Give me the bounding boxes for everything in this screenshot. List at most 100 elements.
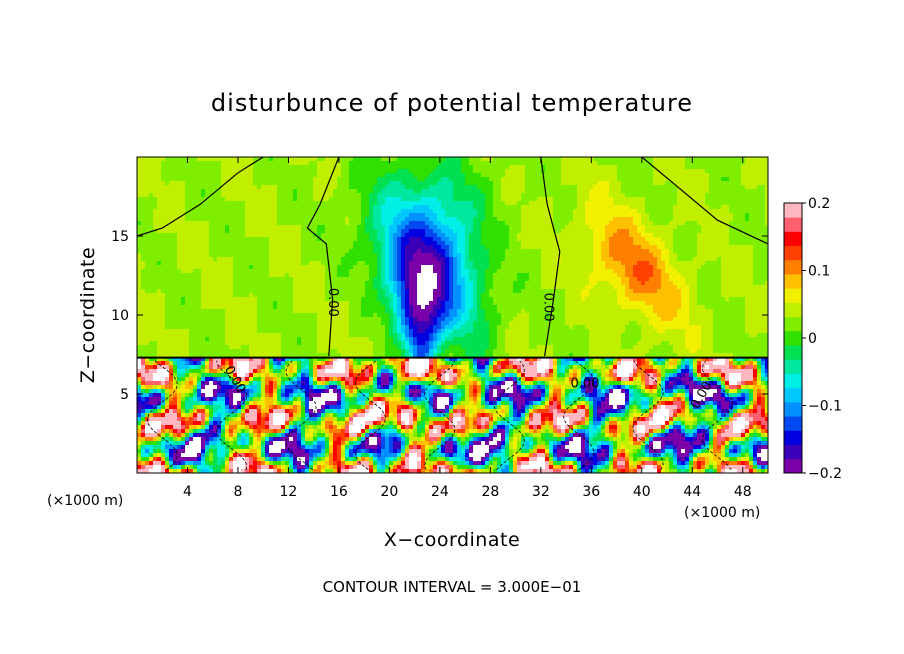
heatmap-cell (205, 157, 210, 162)
heatmap-cell (581, 273, 586, 278)
heatmap-cell (373, 209, 378, 214)
heatmap-cell (721, 181, 726, 186)
heatmap-cell (645, 189, 650, 194)
heatmap-cell (169, 177, 174, 182)
heatmap-cell (209, 237, 214, 242)
heatmap-cell (341, 221, 346, 226)
heatmap-cell (181, 245, 186, 250)
heatmap-cell (305, 281, 310, 286)
heatmap-cell (333, 229, 338, 234)
heatmap-cell (505, 205, 510, 210)
heatmap-cell (241, 281, 246, 286)
heatmap-cell (765, 257, 768, 262)
heatmap-cell (729, 193, 734, 198)
heatmap-cell (517, 181, 522, 186)
heatmap-cell (737, 213, 742, 218)
heatmap-cell (557, 233, 562, 238)
heatmap-cell (577, 237, 582, 242)
heatmap-cell (205, 273, 210, 278)
heatmap-cell (661, 213, 666, 218)
heatmap-cell (725, 157, 730, 162)
heatmap-cell (489, 245, 494, 250)
heatmap-cell (365, 257, 370, 262)
heatmap-cell (141, 269, 146, 274)
heatmap-cell (269, 281, 274, 286)
heatmap-cell (761, 165, 766, 170)
heatmap-cell (485, 185, 490, 190)
heatmap-cell (765, 209, 768, 214)
heatmap-cell (349, 169, 354, 174)
heatmap-cell (489, 165, 494, 170)
heatmap-cell (501, 217, 506, 222)
heatmap-cell (237, 237, 242, 242)
heatmap-cell (529, 197, 534, 202)
heatmap-cell (401, 221, 406, 226)
heatmap-cell (277, 241, 282, 246)
heatmap-cell (285, 253, 290, 258)
heatmap-cell (565, 193, 570, 198)
heatmap-cell (765, 225, 768, 230)
heatmap-cell (401, 273, 406, 278)
heatmap-cell (565, 205, 570, 210)
heatmap-cell (173, 177, 178, 182)
heatmap-cell (749, 261, 754, 266)
heatmap-cell (401, 157, 406, 162)
heatmap-cell (301, 185, 306, 190)
heatmap-cell (717, 221, 722, 226)
heatmap-cell (433, 205, 438, 210)
heatmap-cell (421, 265, 426, 270)
heatmap-cell (269, 165, 274, 170)
heatmap-cell (157, 249, 162, 254)
heatmap-cell (749, 237, 754, 242)
heatmap-cell (649, 261, 654, 266)
heatmap-cell (445, 181, 450, 186)
heatmap-cell (185, 261, 190, 266)
heatmap-cell (461, 205, 466, 210)
heatmap-cell (341, 185, 346, 190)
heatmap-cell (205, 233, 210, 238)
heatmap-cell (433, 213, 438, 218)
heatmap-cell (441, 273, 446, 278)
heatmap-cell (513, 197, 518, 202)
heatmap-cell (717, 225, 722, 230)
heatmap-cell (621, 257, 626, 262)
heatmap-cell (745, 213, 750, 218)
heatmap-cell (165, 185, 170, 190)
heatmap-cell (669, 221, 674, 226)
heatmap-cell (329, 177, 334, 182)
heatmap-cell (641, 265, 646, 270)
heatmap-cell (369, 257, 374, 262)
heatmap-cell (385, 273, 390, 278)
heatmap-cell (569, 261, 574, 266)
heatmap-cell (193, 249, 198, 254)
heatmap-cell (553, 205, 558, 210)
heatmap-cell (621, 229, 626, 234)
heatmap-cell (405, 185, 410, 190)
heatmap-cell (213, 249, 218, 254)
heatmap-cell (433, 233, 438, 238)
heatmap-cell (165, 201, 170, 206)
heatmap-cell (401, 173, 406, 178)
heatmap-cell (557, 261, 562, 266)
heatmap-cell (593, 193, 598, 198)
heatmap-cell (217, 201, 222, 206)
heatmap-cell (645, 209, 650, 214)
heatmap-cell (753, 181, 758, 186)
heatmap-cell (529, 257, 534, 262)
heatmap-cell (637, 169, 642, 174)
heatmap-cell (577, 205, 582, 210)
heatmap-cell (289, 205, 294, 210)
heatmap-cell (397, 229, 402, 234)
heatmap-cell (409, 197, 414, 202)
heatmap-cell (353, 225, 358, 230)
heatmap-cell (413, 201, 418, 206)
heatmap-cell (721, 169, 726, 174)
heatmap-cell (521, 261, 526, 266)
heatmap-cell (765, 213, 768, 218)
heatmap-cell (181, 257, 186, 262)
heatmap-cell (393, 201, 398, 206)
heatmap-cell (673, 273, 678, 278)
heatmap-cell (581, 237, 586, 242)
heatmap-cell (565, 273, 570, 278)
heatmap-cell (701, 245, 706, 250)
